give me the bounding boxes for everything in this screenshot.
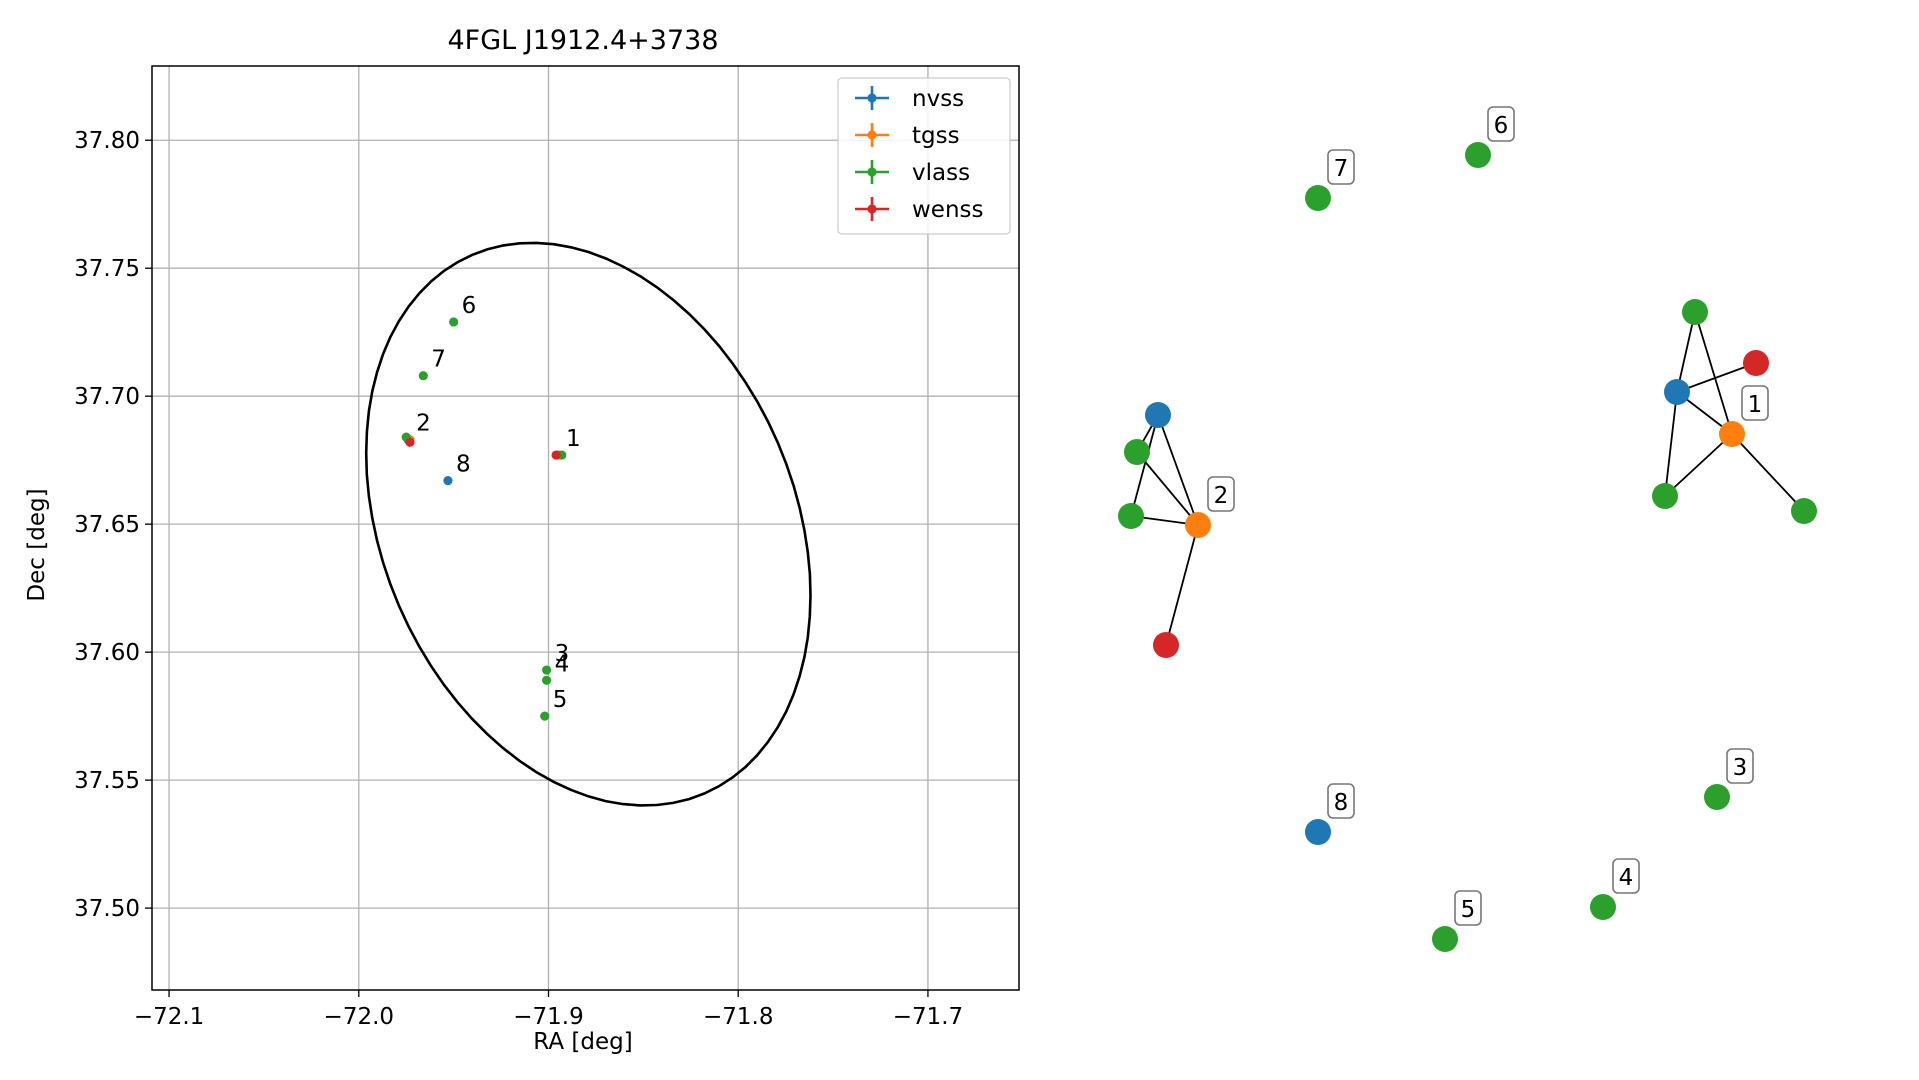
x-tick-label: −71.7 — [893, 1004, 963, 1030]
point-label-6: 6 — [462, 293, 477, 319]
data-points — [401, 317, 567, 721]
node-label-5: 5 — [1461, 897, 1476, 923]
node-label-7: 7 — [1334, 156, 1349, 182]
uncertainty-ellipse — [364, 241, 812, 807]
point-vlass — [542, 665, 552, 675]
graph-edge — [1157, 414, 1199, 526]
node-label-1: 1 — [1748, 392, 1763, 418]
graph-node-vlass — [1791, 498, 1817, 524]
y-tick-label: 37.80 — [74, 128, 140, 154]
y-axis-label: Dec [deg] — [24, 488, 50, 601]
graph-node-vlass — [1465, 142, 1491, 168]
graph-edge — [1694, 311, 1733, 435]
association-graph: 1 2 3 4 5 6 7 8 — [1118, 106, 1817, 952]
graph-node-vlass — [1305, 185, 1331, 211]
legend-label-wenss: wenss — [912, 197, 984, 223]
node-label-8: 8 — [1334, 790, 1349, 816]
point-vlass — [540, 711, 550, 721]
point-label-5: 5 — [553, 687, 568, 713]
point-nvss — [443, 476, 453, 486]
point-label-8: 8 — [456, 452, 471, 478]
node-label-6: 6 — [1494, 113, 1509, 139]
graph-edge — [1136, 451, 1199, 526]
node-label-box — [1454, 890, 1482, 926]
y-tick-label: 37.55 — [74, 768, 140, 794]
x-tick-label: −72.1 — [134, 1004, 204, 1030]
point-label-2: 2 — [416, 411, 431, 437]
point-vlass — [542, 675, 552, 685]
graph-edge — [1165, 524, 1199, 646]
node-label-2: 2 — [1214, 483, 1229, 509]
graph-node-vlass — [1704, 784, 1730, 810]
legend-marker-vlass — [867, 167, 877, 177]
node-label-4: 4 — [1619, 865, 1634, 891]
graph-edge — [1664, 391, 1678, 497]
graph-nodes — [1118, 142, 1817, 952]
graph-node-vlass — [1118, 503, 1144, 529]
x-tick-label: −72.0 — [324, 1004, 394, 1030]
y-tick-label: 37.65 — [74, 512, 140, 538]
graph-node-vlass — [1124, 439, 1150, 465]
graph-node-vlass — [1590, 894, 1616, 920]
graph-node-vlass — [1682, 299, 1708, 325]
legend-marker-nvss — [867, 93, 877, 103]
legend-box — [837, 77, 1011, 235]
point-vlass — [449, 317, 459, 327]
y-tick-label: 37.60 — [74, 640, 140, 666]
graph-edges — [1130, 311, 1805, 646]
legend-marker-wenss — [867, 204, 877, 214]
sky-plot: 4FGL J1912.4+3738 1 2 34 5 6 7 8 −72.1 −72.0 −71… — [24, 25, 1020, 1055]
graph-node-wenss — [1743, 350, 1769, 376]
legend-marker-tgss — [867, 130, 877, 140]
graph-node-vlass — [1432, 926, 1458, 952]
legend-label-nvss: nvss — [912, 86, 964, 112]
node-label-box — [1487, 106, 1515, 142]
node-label-box — [1327, 783, 1355, 819]
node-label-box — [1726, 748, 1754, 784]
graph-node-vlass — [1652, 483, 1678, 509]
point-label-3: 3 — [555, 641, 570, 667]
legend-label-tgss: tgss — [912, 123, 960, 149]
point-labels: 1 2 34 5 6 7 8 — [416, 293, 581, 713]
point-wenss — [405, 437, 415, 447]
node-label-box — [1612, 858, 1640, 894]
point-vlass — [418, 371, 428, 381]
plot-frame — [151, 65, 1020, 991]
node-label-3: 3 — [1733, 755, 1748, 781]
node-label-box — [1327, 149, 1355, 185]
chart-title: 4FGL J1912.4+3738 — [447, 25, 718, 56]
graph-edge — [1676, 311, 1696, 393]
x-axis-ticks: −72.1 −72.0 −71.9 −71.8 −71.7 — [134, 990, 963, 1030]
y-tick-label: 37.70 — [74, 384, 140, 410]
graph-node-tgss — [1719, 421, 1745, 447]
point-label-1: 1 — [566, 426, 581, 452]
grid — [152, 66, 1019, 990]
y-tick-label: 37.50 — [74, 896, 140, 922]
graph-edge — [1664, 433, 1733, 497]
graph-edge — [1676, 362, 1757, 393]
point-label-4: 4 — [555, 651, 570, 677]
y-tick-label: 37.75 — [74, 256, 140, 282]
graph-node-labels: 1 2 3 4 5 6 7 8 — [1207, 106, 1769, 926]
x-tick-label: −71.9 — [513, 1004, 583, 1030]
x-tick-label: −71.8 — [703, 1004, 773, 1030]
graph-node-nvss — [1664, 379, 1690, 405]
node-label-box — [1741, 385, 1769, 421]
graph-edge — [1731, 433, 1805, 512]
point-label-7: 7 — [431, 347, 446, 373]
legend-label-vlass: vlass — [912, 160, 970, 186]
graph-node-tgss — [1185, 512, 1211, 538]
legend: nvss tgss vlass wenss — [837, 77, 1011, 235]
x-axis-label: RA [deg] — [533, 1029, 632, 1055]
graph-node-wenss — [1153, 632, 1179, 658]
graph-node-nvss — [1305, 819, 1331, 845]
graph-node-nvss — [1145, 402, 1171, 428]
legend-entries: nvss tgss vlass wenss — [855, 86, 984, 223]
point-wenss — [551, 450, 561, 460]
y-axis-ticks: 37.50 37.55 37.60 37.65 37.70 37.75 37.80 — [74, 128, 152, 922]
graph-edge — [1130, 414, 1159, 517]
node-label-box — [1207, 476, 1235, 512]
